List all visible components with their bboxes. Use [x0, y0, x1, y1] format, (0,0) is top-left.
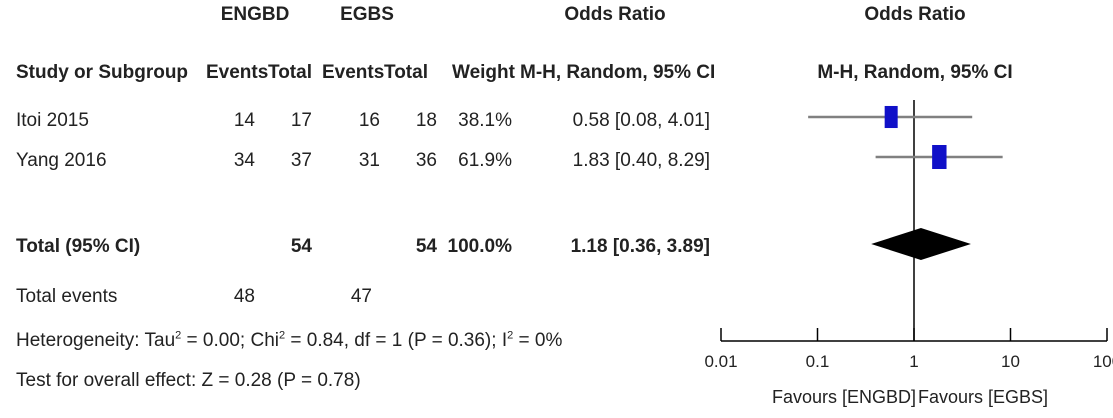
x-tick-label: 100	[1093, 352, 1113, 371]
ci-value: 1.83 [0.40, 8.29]	[572, 150, 710, 171]
plot-odds-ratio-header: Odds Ratio	[864, 4, 966, 25]
events1-value: 14	[233, 110, 255, 131]
point-estimate-marker	[884, 105, 898, 129]
study-name: Yang 2016	[16, 150, 107, 171]
events1-header: Events	[206, 62, 269, 83]
total-label: Total (95% CI)	[16, 236, 141, 257]
study-header: Study or Subgroup	[16, 62, 189, 83]
method-header: M-H, Random, 95% CI	[520, 62, 716, 83]
total-weight: 100.0%	[447, 236, 512, 257]
weight-value: 38.1%	[458, 110, 512, 131]
events2-value: 16	[358, 110, 380, 131]
study-name: Itoi 2015	[16, 110, 89, 131]
total-events2: 47	[350, 286, 372, 307]
total2-value: 36	[415, 150, 437, 171]
total1-sum: 54	[290, 236, 312, 257]
x-tick-label: 10	[1001, 352, 1020, 371]
total2-sum: 54	[415, 236, 437, 257]
total-events-label: Total events	[16, 286, 118, 307]
total1-value: 37	[290, 150, 312, 171]
total2-header: Total	[384, 62, 428, 83]
x-tick-label: 0.1	[806, 352, 830, 371]
odds-ratio-header: Odds Ratio	[564, 4, 666, 25]
total1-header: Total	[268, 62, 312, 83]
x-tick-label: 1	[909, 352, 918, 371]
point-estimate-marker	[932, 145, 947, 169]
x-tick-label: 0.01	[704, 352, 737, 371]
favours-right-label: Favours [EGBS]	[918, 387, 1049, 407]
events2-value: 31	[358, 150, 380, 171]
overall-effect-text: Test for overall effect: Z = 0.28 (P = 0…	[16, 370, 361, 391]
favours-left-label: Favours [ENGBD]	[772, 387, 917, 407]
events1-value: 34	[233, 150, 255, 171]
pooled-diamond	[871, 228, 971, 260]
ci-value: 0.58 [0.08, 4.01]	[572, 110, 710, 131]
total-events1: 48	[233, 286, 255, 307]
events2-header: Events	[322, 62, 385, 83]
group2-header: EGBS	[340, 4, 394, 25]
group1-header: ENGBD	[220, 4, 290, 25]
plot-method-header: M-H, Random, 95% CI	[817, 62, 1013, 83]
total1-value: 17	[290, 110, 312, 131]
total2-value: 18	[415, 110, 437, 131]
heterogeneity-text: Heterogeneity: Tau2 = 0.00; Chi2 = 0.84,…	[16, 329, 563, 351]
total-ci: 1.18 [0.36, 3.89]	[570, 236, 710, 257]
weight-value: 61.9%	[458, 150, 512, 171]
weight-header: Weight	[452, 62, 515, 83]
